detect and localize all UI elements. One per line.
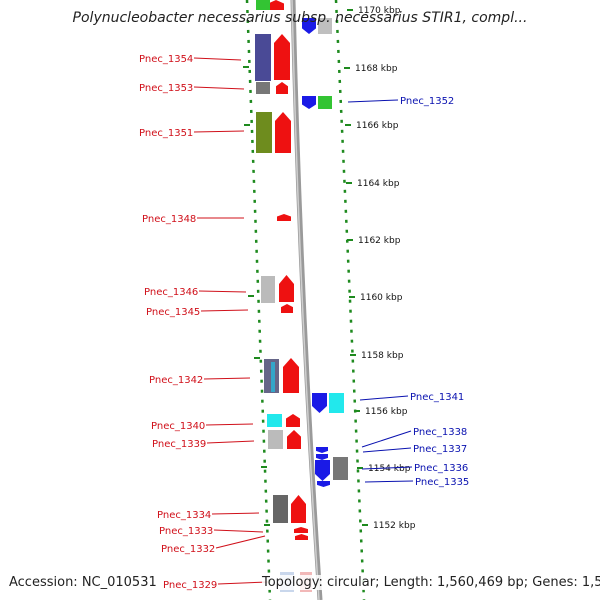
gene-label-forward: Pnec_1342 [149,375,203,386]
gene-label-connector [361,466,413,470]
gene-forward-box [255,34,271,81]
gene-label-forward: Pnec_1348 [142,214,196,225]
scale-label: 1152 kbp [373,521,416,531]
gene-label-connector [193,130,245,133]
gene-label-forward: Pnec_1345 [146,307,200,318]
genome-backbone [290,0,323,601]
gene-label-connector [359,395,409,401]
gene-label-forward: Pnec_1334 [157,510,211,521]
scale-tick-group: 1170 kbp 1168 kbp 1166 kbp 1164 kbp 1162 kbp… [243,6,416,531]
scale-label: 1170 kbp [358,6,401,16]
genome-backbone-highlight [291,0,320,601]
gene-label-connector [193,57,242,61]
scale-label: 1158 kbp [361,351,404,361]
gene-label-forward: Pnec_1340 [151,421,205,432]
gene-label-forward: Pnec_1333 [159,526,213,537]
gene-label-connector [206,440,255,444]
gene-forward-arrow [281,304,293,313]
gene-label-reverse: Pnec_1341 [410,392,464,403]
map-title: Polynucleobacter necessarius subsp. nece… [72,10,528,26]
gene-reverse-arrow [302,96,316,109]
gene-forward-box [271,362,275,392]
scale-label: 1162 kbp [358,236,401,246]
accession-text: Accession: NC_010531 [9,575,157,590]
scale-label: 1156 kbp [365,407,408,417]
gene-label-connector [193,86,245,90]
gene-forward-box [256,82,270,94]
gene-reverse-arrow [317,481,330,487]
gene-forward-box [267,414,282,427]
gene-forward-arrow [283,358,299,393]
gene-label-forward: Pnec_1351 [139,128,193,139]
gene-forward-arrow [295,534,308,540]
gene-label-connector [362,447,412,453]
scale-label: 1154 kbp [368,464,411,474]
gene-label-forward: Pnec_1339 [152,439,206,450]
gene-label-reverse: Pnec_1336 [414,463,468,474]
gene-reverse-arrow [316,447,328,453]
track-boundary-inner-left [245,0,272,601]
gene-reverse-arrow [315,460,330,481]
track-boundary-inner-right [334,0,366,601]
gene-forward-arrow [274,34,290,80]
gene-reverse-arrow [316,454,328,460]
gene-label-forward: Pnec_1329 [163,580,217,591]
gene-forward-arrow [275,112,291,153]
gene-label-reverse: Pnec_1338 [413,427,467,438]
scale-label: 1168 kbp [355,64,398,74]
scale-label: 1164 kbp [357,179,400,189]
gene-label-forward: Pnec_1354 [139,54,193,65]
gene-forward-box [261,276,275,303]
gene-label-connector [198,290,247,293]
gene-label-connector [213,529,264,533]
gene-forward-arrow [291,495,306,523]
gene-forward-arrow [277,214,291,221]
gene-label-connector [217,581,269,585]
gene-forward-box [273,495,288,523]
gene-reverse-box [333,457,348,480]
gene-label-connector [211,512,260,515]
gene-label-connector [361,430,412,448]
gene-forward-arrow [286,414,300,427]
gene-label-reverse: Pnec_1335 [415,477,469,488]
gene-forward-arrow [294,527,308,533]
gene-label-connector [205,423,254,426]
reverse-label-group: Pnec_1352 Pnec_1341 Pnec_1338 Pnec_1337 Pnec… [347,96,469,488]
gene-label-connector [215,535,266,549]
gene-reverse-box [318,96,332,109]
gene-reverse-arrow [302,18,316,34]
gene-label-connector [364,480,414,483]
gene-label-connector [347,99,399,103]
gene-label-forward: Pnec_1332 [161,544,215,555]
gene-forward-arrow [287,430,301,449]
gene-forward-box [268,430,283,449]
gene-forward-arrow [276,82,288,94]
gene-forward-box [256,112,272,153]
gene-label-connector [200,309,249,312]
gene-label-reverse: Pnec_1337 [413,444,467,455]
gene-reverse-box [318,18,332,34]
gene-label-forward: Pnec_1353 [139,83,193,94]
gene-reverse-box [329,393,344,413]
gene-label-connector [203,377,251,380]
gene-label-forward: Pnec_1346 [144,287,198,298]
scale-label: 1166 kbp [356,121,399,131]
genome-summary-text: Topology: circular; Length: 1,560,469 bp… [262,575,600,590]
gene-reverse-arrow [312,393,327,413]
gene-label-reverse: Pnec_1352 [400,96,454,107]
gene-forward-arrow [279,275,294,302]
scale-label: 1160 kbp [360,293,403,303]
forward-label-group: Pnec_1354 Pnec_1353 Pnec_1351 Pnec_1348 Pnec… [139,54,269,591]
gene-forward-box [256,0,270,10]
gene-forward-arrow [268,0,284,10]
